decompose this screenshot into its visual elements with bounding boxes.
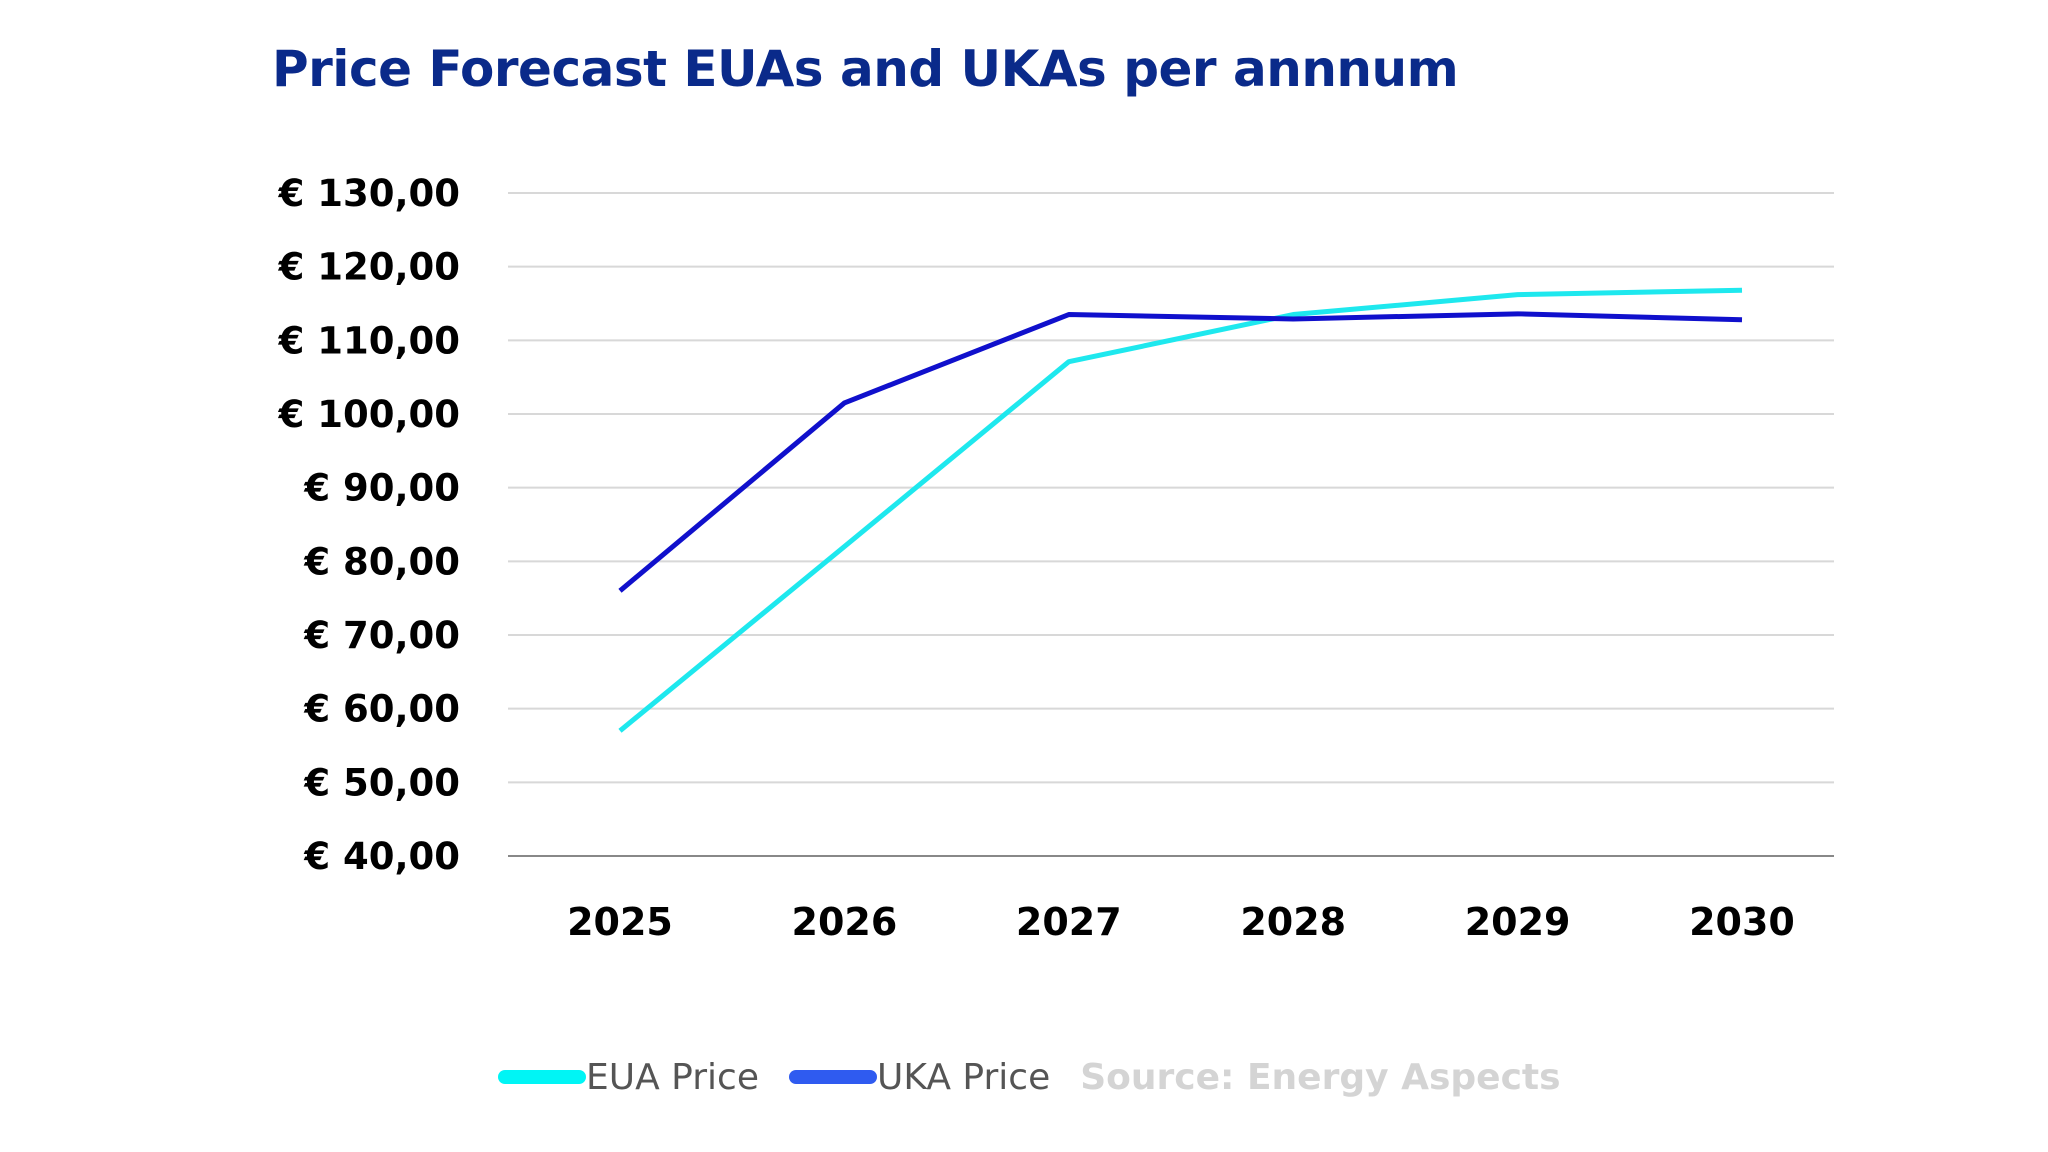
series-line-uka-price	[618, 311, 1743, 593]
x-tick-label: 2030	[1689, 900, 1795, 944]
x-tick-label: 2026	[792, 900, 898, 944]
x-tick-label: 2028	[1240, 900, 1346, 944]
y-tick-label: € 70,00	[303, 614, 460, 657]
chart-title: Price Forecast EUAs and UKAs per annnum	[272, 40, 1459, 98]
source-note: Source: Energy Aspects	[1080, 1056, 1561, 1098]
legend-swatch-eua	[498, 1070, 586, 1084]
y-tick-label: € 60,00	[303, 688, 460, 731]
y-tick-label: € 90,00	[303, 467, 460, 510]
y-tick-label: € 40,00	[303, 835, 460, 878]
x-tick-label: 2029	[1465, 900, 1571, 944]
y-tick-label: € 100,00	[278, 393, 460, 436]
legend: EUA Price UKA Price Source: Energy Aspec…	[498, 1052, 1561, 1102]
legend-item-uka: UKA Price	[789, 1057, 1050, 1098]
series-line-eua-price	[618, 287, 1743, 733]
y-tick-label: € 80,00	[303, 540, 460, 583]
legend-item-eua: EUA Price	[498, 1057, 759, 1098]
legend-swatch-uka	[789, 1070, 877, 1084]
legend-label-eua: EUA Price	[586, 1056, 759, 1098]
x-tick-label: 2027	[1016, 900, 1122, 944]
y-tick-label: € 130,00	[278, 172, 460, 215]
y-tick-label: € 110,00	[278, 319, 460, 362]
y-tick-label: € 120,00	[278, 246, 460, 289]
legend-label-uka: UKA Price	[877, 1056, 1051, 1098]
x-tick-label: 2025	[567, 900, 673, 944]
y-tick-label: € 50,00	[303, 761, 460, 804]
